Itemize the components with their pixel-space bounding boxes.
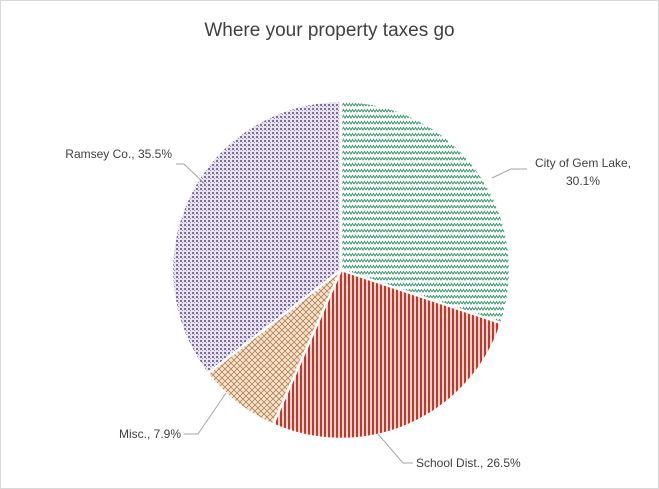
leader-line (184, 392, 227, 435)
pie-slice-ramsey-co (170, 99, 343, 376)
chart-title: Where your property taxes go (204, 20, 455, 41)
data-label: City of Gem Lake, (535, 156, 631, 170)
data-label: 30.1% (566, 174, 600, 188)
pie-slice-school-dist (271, 268, 503, 441)
data-label: School Dist., 26.5% (416, 456, 521, 470)
pie-slice-city-of-gem-lake (339, 99, 512, 325)
leader-line (377, 433, 413, 464)
data-label: Ramsey Co., 35.5% (65, 147, 172, 161)
data-label: Misc., 7.9% (119, 427, 181, 441)
leader-line (176, 163, 207, 186)
leader-line (491, 168, 527, 179)
